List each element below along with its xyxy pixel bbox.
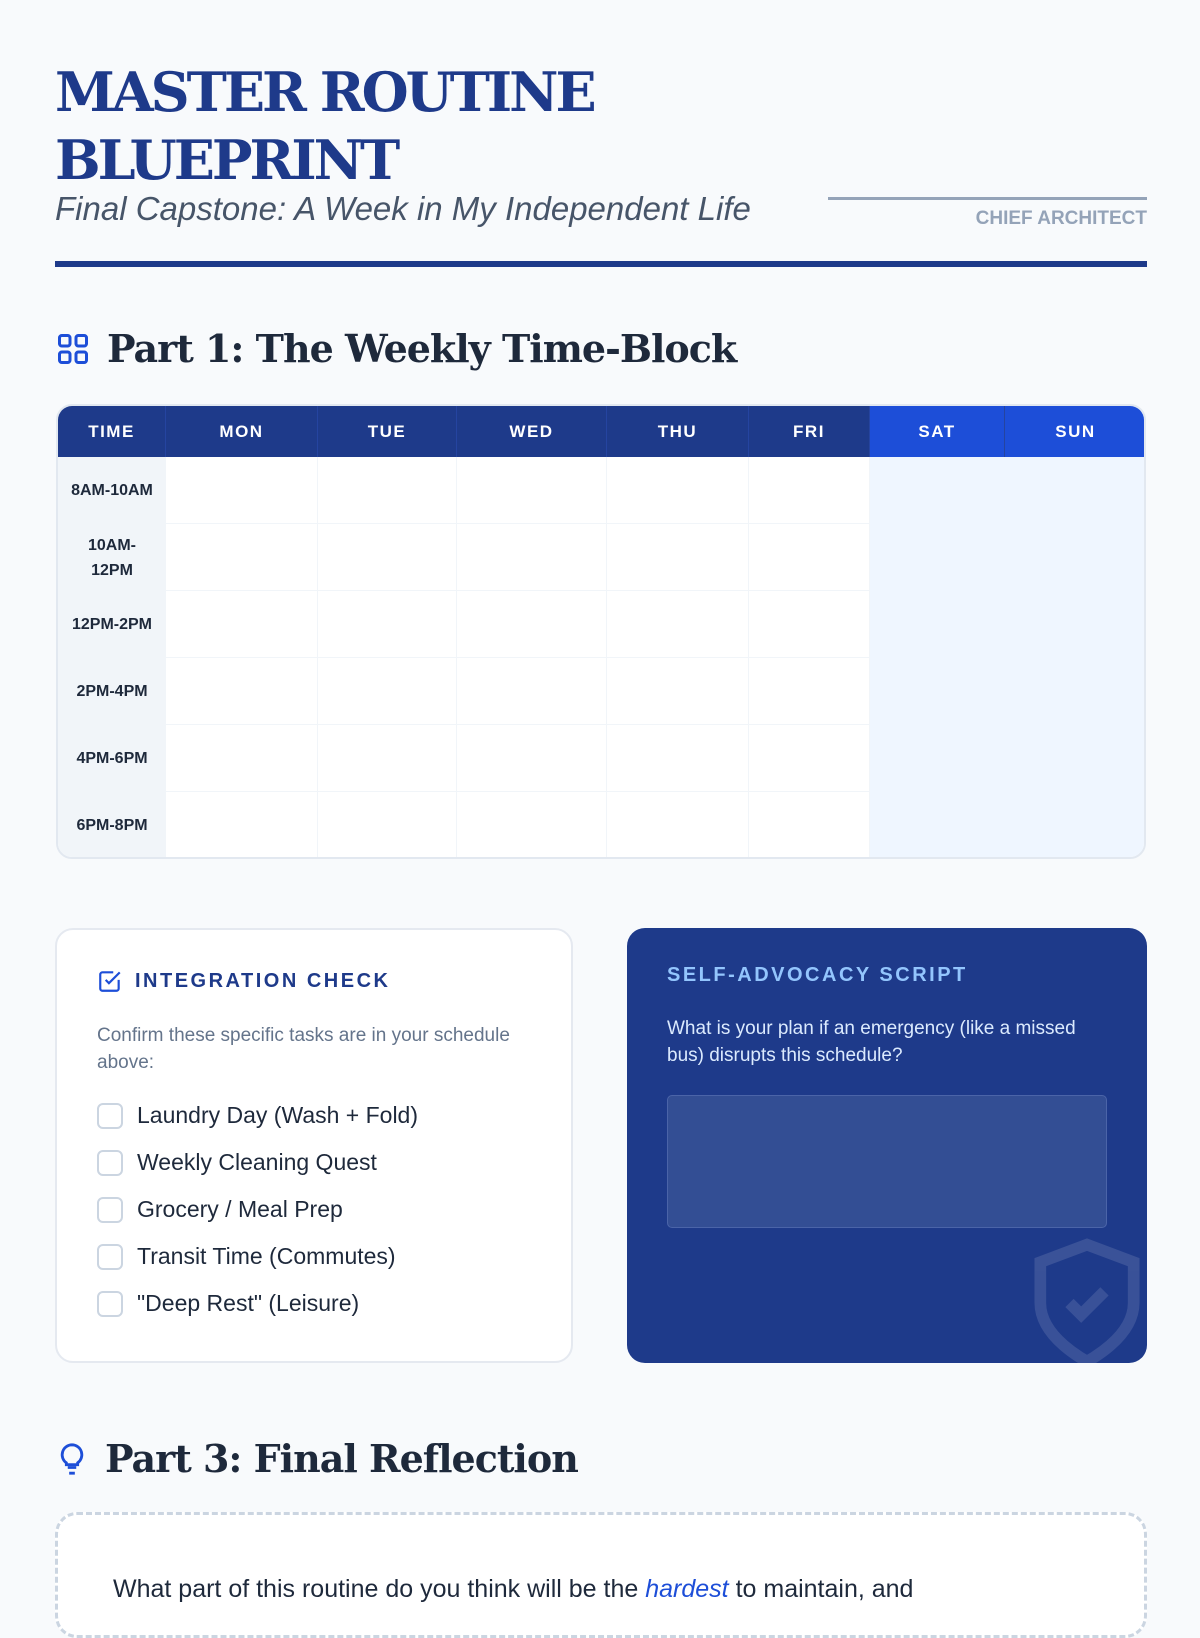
checkbox[interactable]: [97, 1196, 123, 1223]
schedule-cell[interactable]: [318, 658, 457, 725]
schedule-cell[interactable]: [166, 524, 318, 591]
column-header-time: TIME: [58, 406, 166, 457]
schedule-cell[interactable]: [318, 591, 457, 658]
part3-heading: Part 3: Final Reflection: [55, 1436, 579, 1481]
advocacy-title: SELF-ADVOCACY SCRIPT: [667, 964, 968, 986]
reflection-question: What part of this routine do you think w…: [113, 1575, 914, 1603]
part3-title: Part 3: Final Reflection: [105, 1436, 579, 1481]
schedule-cell[interactable]: [870, 658, 1005, 725]
checkbox-icon: [99, 971, 121, 992]
schedule-cell[interactable]: [607, 457, 749, 524]
checklist-item[interactable]: "Deep Rest" (Leisure): [97, 1290, 531, 1317]
schedule-cell[interactable]: [607, 591, 749, 658]
schedule-cell[interactable]: [318, 725, 457, 792]
schedule-cell[interactable]: [318, 792, 457, 857]
self-advocacy-card: SELF-ADVOCACY SCRIPT What is your plan i…: [627, 928, 1147, 1363]
time-slot-label: 12PM-2PM: [58, 591, 166, 658]
checklist-item[interactable]: Weekly Cleaning Quest: [97, 1149, 531, 1176]
integration-title: INTEGRATION CHECK: [135, 969, 391, 992]
schedule-cell[interactable]: [166, 725, 318, 792]
signature-line[interactable]: [828, 197, 1147, 200]
checklist-item[interactable]: Grocery / Meal Prep: [97, 1196, 531, 1223]
advocacy-answer-input[interactable]: [667, 1095, 1107, 1228]
checkbox[interactable]: [97, 1102, 123, 1129]
schedule-cell[interactable]: [607, 658, 749, 725]
checklist-item[interactable]: Laundry Day (Wash + Fold): [97, 1102, 531, 1129]
time-slot-label: 4PM-6PM: [58, 725, 166, 792]
checklist-label: Laundry Day (Wash + Fold): [137, 1102, 419, 1128]
checklist-label: Weekly Cleaning Quest: [137, 1149, 377, 1175]
schedule-cell[interactable]: [457, 792, 607, 857]
column-header-wed: WED: [457, 406, 607, 457]
schedule-cell[interactable]: [749, 792, 870, 857]
schedule-cell[interactable]: [607, 792, 749, 857]
column-header-fri: FRI: [749, 406, 870, 457]
schedule-cell[interactable]: [870, 591, 1005, 658]
schedule-cell[interactable]: [1005, 658, 1144, 725]
page-subtitle: Final Capstone: A Week in My Independent…: [55, 190, 751, 227]
weekly-schedule-table: TIME MON TUE WED THU FRI SAT SUN 8AM-10AM 10AM-12…: [56, 404, 1146, 859]
schedule-cell[interactable]: [607, 725, 749, 792]
checkbox[interactable]: [97, 1149, 123, 1176]
schedule-cell[interactable]: [166, 457, 318, 524]
reflection-box: What part of this routine do you think w…: [55, 1512, 1147, 1638]
checklist-label: "Deep Rest" (Leisure): [137, 1290, 360, 1316]
checkbox[interactable]: [97, 1243, 123, 1270]
schedule-cell[interactable]: [870, 792, 1005, 857]
schedule-cell[interactable]: [607, 524, 749, 591]
schedule-cell[interactable]: [166, 792, 318, 857]
schedule-cell[interactable]: [870, 524, 1005, 591]
column-header-sat: SAT: [870, 406, 1005, 457]
part1-heading: Part 1: The Weekly Time-Block: [55, 326, 737, 371]
integration-description: Confirm these specific tasks are in your…: [97, 1025, 510, 1073]
schedule-cell[interactable]: [318, 457, 457, 524]
time-slot-label: 8AM-10AM: [58, 457, 166, 524]
column-header-tue: TUE: [318, 406, 457, 457]
column-header-mon: MON: [166, 406, 318, 457]
schedule-cell[interactable]: [166, 591, 318, 658]
column-header-sun: SUN: [1005, 406, 1144, 457]
checklist-label: Grocery / Meal Prep: [137, 1196, 343, 1222]
schedule-cell[interactable]: [457, 658, 607, 725]
schedule-cell[interactable]: [457, 591, 607, 658]
schedule-cell[interactable]: [457, 725, 607, 792]
checkbox[interactable]: [97, 1290, 123, 1317]
schedule-cell[interactable]: [318, 524, 457, 591]
schedule-cell[interactable]: [457, 457, 607, 524]
part1-title: Part 1: The Weekly Time-Block: [107, 326, 737, 371]
schedule-cell[interactable]: [749, 457, 870, 524]
schedule-cell[interactable]: [1005, 591, 1144, 658]
schedule-cell[interactable]: [749, 658, 870, 725]
time-slot-label: 2PM-4PM: [58, 658, 166, 725]
schedule-cell[interactable]: [870, 457, 1005, 524]
page-title: MASTER ROUTINE BLUEPRINT: [55, 60, 597, 192]
schedule-cell[interactable]: [1005, 524, 1144, 591]
advocacy-question: What is your plan if an emergency (like …: [667, 1018, 1076, 1066]
schedule-cell[interactable]: [749, 591, 870, 658]
schedule-cell[interactable]: [749, 524, 870, 591]
header-divider: [55, 261, 1147, 267]
schedule-cell[interactable]: [870, 725, 1005, 792]
grid-icon: [58, 333, 88, 364]
shield-check-icon: [1034, 1238, 1140, 1363]
schedule-cell[interactable]: [1005, 725, 1144, 792]
time-slot-label: 10AM-12PM: [58, 524, 166, 591]
schedule-cell[interactable]: [457, 524, 607, 591]
time-slot-label: 6PM-8PM: [58, 792, 166, 857]
schedule-cell[interactable]: [749, 725, 870, 792]
schedule-cell[interactable]: [1005, 457, 1144, 524]
schedule-cell[interactable]: [1005, 792, 1144, 857]
schedule-cell[interactable]: [166, 658, 318, 725]
signature-label: CHIEF ARCHITECT: [975, 208, 1147, 229]
checklist-item[interactable]: Transit Time (Commutes): [97, 1243, 531, 1270]
integration-check-card: INTEGRATION CHECK Confirm these specific…: [55, 928, 573, 1363]
column-header-thu: THU: [607, 406, 749, 457]
lightbulb-icon: [60, 1442, 84, 1475]
checklist-label: Transit Time (Commutes): [137, 1243, 396, 1269]
